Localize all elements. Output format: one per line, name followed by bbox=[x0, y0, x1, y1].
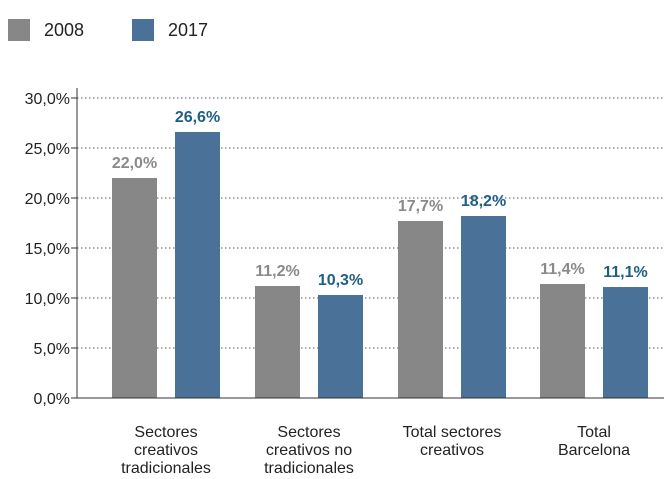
category-label: creativos no bbox=[266, 442, 352, 459]
category-label: Total sectores bbox=[403, 424, 502, 441]
legend-swatch-2017 bbox=[132, 19, 154, 41]
category-label: Sectores bbox=[134, 424, 197, 441]
data-label-2017: 11,1% bbox=[603, 264, 647, 281]
data-label-2017: 10,3% bbox=[318, 272, 363, 289]
legend-label-2008: 2008 bbox=[44, 20, 85, 40]
y-tick-label: 5,0% bbox=[34, 341, 70, 358]
y-tick-label: 20,0% bbox=[25, 191, 70, 208]
category-label: Barcelona bbox=[558, 442, 630, 459]
category-label: Total bbox=[577, 424, 611, 441]
category-label: tradicionales bbox=[121, 460, 211, 477]
bar-2008 bbox=[255, 286, 300, 398]
data-label-2017: 26,6% bbox=[175, 109, 220, 126]
y-tick-label: 0,0% bbox=[34, 391, 70, 408]
category-label: creativos bbox=[420, 442, 484, 459]
bar-2008 bbox=[398, 221, 443, 398]
bar-2017 bbox=[603, 287, 648, 398]
data-label-2008: 17,7% bbox=[398, 198, 443, 215]
bar-2008 bbox=[540, 284, 585, 398]
data-label-2008: 22,0% bbox=[112, 155, 157, 172]
labels: 0,0% 5,0% 10,0% 15,0% 20,0% 25,0% 30,0% 22,0% 11… bbox=[25, 91, 648, 477]
data-label-2017: 18,2% bbox=[461, 193, 506, 210]
bar-2017 bbox=[318, 295, 363, 398]
bar-2017 bbox=[175, 132, 220, 398]
y-tick-label: 25,0% bbox=[25, 141, 70, 158]
bars bbox=[112, 132, 648, 398]
bar-2008 bbox=[112, 178, 157, 398]
category-label: tradicionales bbox=[264, 460, 354, 477]
y-tick-label: 30,0% bbox=[25, 91, 70, 108]
legend-label-2017: 2017 bbox=[168, 20, 209, 40]
data-label-2008: 11,2% bbox=[255, 263, 299, 280]
bar-2017 bbox=[461, 216, 506, 398]
category-label: Sectores bbox=[277, 424, 340, 441]
data-label-2008: 11,4% bbox=[540, 261, 584, 278]
category-label: creativos bbox=[134, 442, 198, 459]
y-tick-label: 15,0% bbox=[25, 241, 70, 258]
y-tick-label: 10,0% bbox=[25, 291, 70, 308]
axes bbox=[71, 88, 664, 399]
legend-swatch-2008 bbox=[8, 19, 30, 41]
